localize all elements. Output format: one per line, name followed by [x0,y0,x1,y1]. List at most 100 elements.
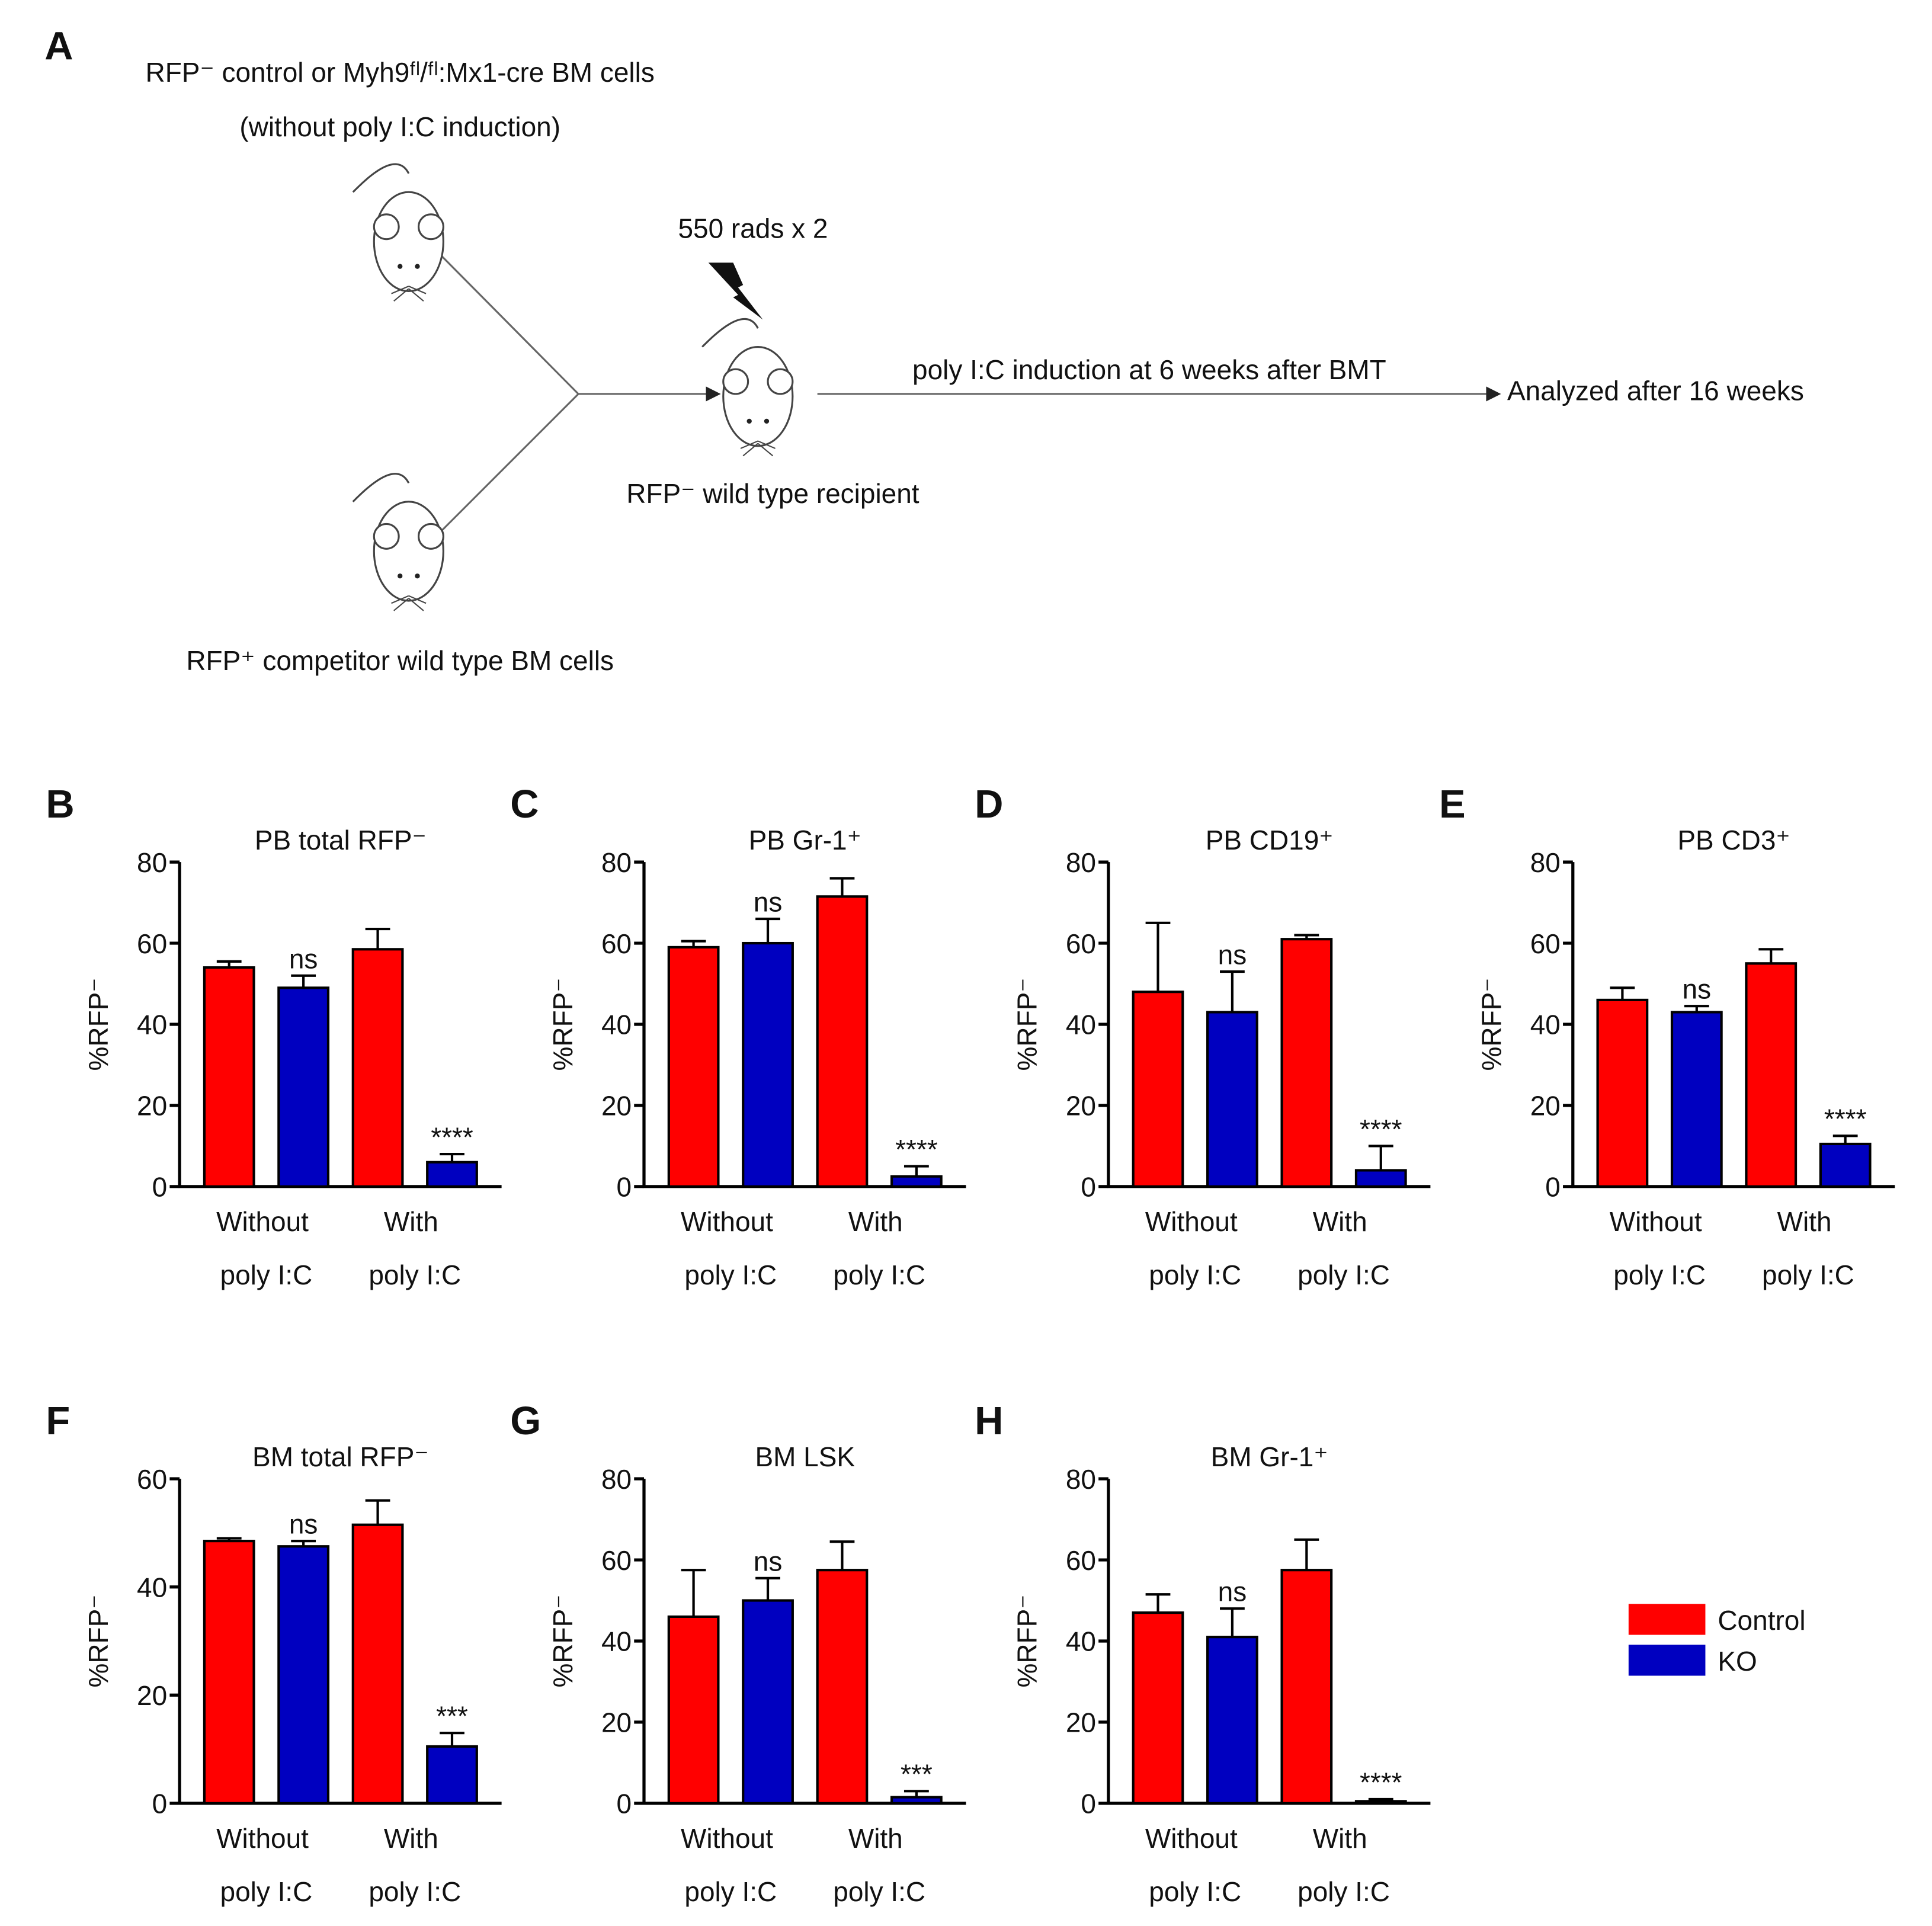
bar [1745,962,1798,1188]
diagram-lines [438,253,1486,534]
significance: ns [1218,1576,1247,1607]
chart-title: PB Gr-1⁺ [749,825,861,855]
mouse [701,318,794,457]
y-axis-label: %RFP⁻ [547,1594,578,1687]
x-tick-label: Without poly I:C [681,1823,781,1907]
panel-label: E [1439,782,1466,826]
legend-swatch [1628,1645,1706,1676]
x-tick-line: poly I:C [1297,1260,1390,1290]
arrowhead [706,386,721,402]
x-tick-line: With [384,1823,446,1854]
bar [816,895,869,1188]
y-tick-label: 80 [1066,1464,1096,1495]
y-axis-label: %RFP⁻ [547,978,578,1071]
y-tick-label: 40 [601,1010,632,1040]
mouse [352,163,444,302]
x-tick-label: Without poly I:C [1610,1206,1710,1290]
y-tick-label: 60 [1066,1545,1096,1576]
y-tick-label: 0 [1081,1789,1096,1819]
legend-swatch [1628,1604,1706,1635]
mouse [352,473,444,611]
y-tick-label: 60 [1066,928,1096,959]
panel-label: C [510,782,539,826]
x-tick-line: Without [216,1206,316,1237]
x-tick-label: Without poly I:C [1145,1823,1245,1907]
bar [426,1745,478,1805]
legend-label: Control [1718,1605,1805,1636]
x-tick-label: With poly I:C [833,1206,925,1290]
significance: ns [289,943,318,974]
y-tick-label: 60 [1530,928,1561,959]
y-tick-label: 40 [137,1010,167,1040]
x-tick-line: poly I:C [1613,1260,1706,1290]
y-tick-label: 80 [1066,847,1096,878]
x-tick-line: With [384,1206,446,1237]
x-tick-line: With [1313,1206,1375,1237]
y-tick-label: 60 [601,1545,632,1576]
significance: ns [1218,939,1247,970]
y-tick-label: 20 [1530,1091,1561,1121]
x-tick-line: poly I:C [833,1876,925,1907]
donor-note: (without poly I:C induction) [239,111,560,142]
bar [1206,1636,1258,1805]
panel-label: H [975,1399,1003,1443]
x-tick-label: Without poly I:C [1145,1206,1245,1290]
significance: *** [901,1759,933,1790]
y-tick-label: 40 [1066,1626,1096,1657]
chart-title: BM Gr-1⁺ [1211,1441,1328,1472]
recipient-text: RFP⁻ wild type recipient [626,478,919,509]
arrowhead [1486,386,1501,402]
bar [1132,991,1184,1188]
significance: **** [1360,1114,1402,1145]
x-tick-line: Without [1610,1206,1710,1237]
significance: **** [895,1134,938,1165]
y-tick-label: 0 [617,1172,632,1203]
x-tick-line: poly I:C [684,1260,777,1290]
x-tick-line: poly I:C [1297,1876,1390,1907]
bar [1206,1011,1258,1188]
y-tick-label: 80 [601,1464,632,1495]
x-tick-line: Without [681,1206,781,1237]
y-tick-label: 0 [152,1789,168,1819]
x-tick-label: With poly I:C [1297,1823,1390,1907]
bar [742,1599,794,1805]
significance: *** [436,1701,468,1732]
significance: **** [431,1122,473,1153]
y-axis-label: %RFP⁻ [83,978,114,1071]
legend-label: KO [1718,1646,1757,1677]
x-tick-line: With [848,1206,911,1237]
bar [1596,998,1649,1188]
y-tick-label: 60 [137,1464,167,1495]
significance: **** [1360,1767,1402,1797]
y-tick-label: 40 [1530,1010,1561,1040]
y-tick-label: 40 [137,1572,167,1603]
y-tick-label: 0 [1545,1172,1561,1203]
x-tick-line: poly I:C [220,1260,313,1290]
induction-text: poly I:C induction at 6 weeks after BMT [912,354,1386,385]
competitor-text: RFP⁺ competitor wild type BM cells [186,645,614,676]
y-tick-label: 40 [601,1626,632,1657]
bar [1280,1569,1333,1805]
bar [667,1615,720,1805]
y-tick-label: 20 [137,1091,167,1121]
bar [351,1523,404,1805]
x-tick-label: With poly I:C [369,1823,461,1907]
x-tick-label: Without poly I:C [216,1823,316,1907]
bar [1132,1611,1184,1805]
x-tick-label: With poly I:C [1762,1206,1854,1290]
chart-title: PB CD19⁺ [1206,825,1334,855]
x-tick-line: poly I:C [684,1876,777,1907]
x-tick-line: poly I:C [1762,1260,1854,1290]
bar [890,1175,943,1188]
y-tick-label: 0 [152,1172,168,1203]
x-tick-line: poly I:C [1149,1876,1241,1907]
x-tick-line: poly I:C [1149,1260,1241,1290]
bar [277,1545,330,1805]
panel-label: D [975,782,1003,826]
bar [1670,1011,1723,1188]
significance: **** [1824,1104,1867,1135]
significance: ns [1683,974,1712,1005]
x-tick-line: Without [1145,1823,1245,1854]
x-tick-line: poly I:C [369,1876,461,1907]
